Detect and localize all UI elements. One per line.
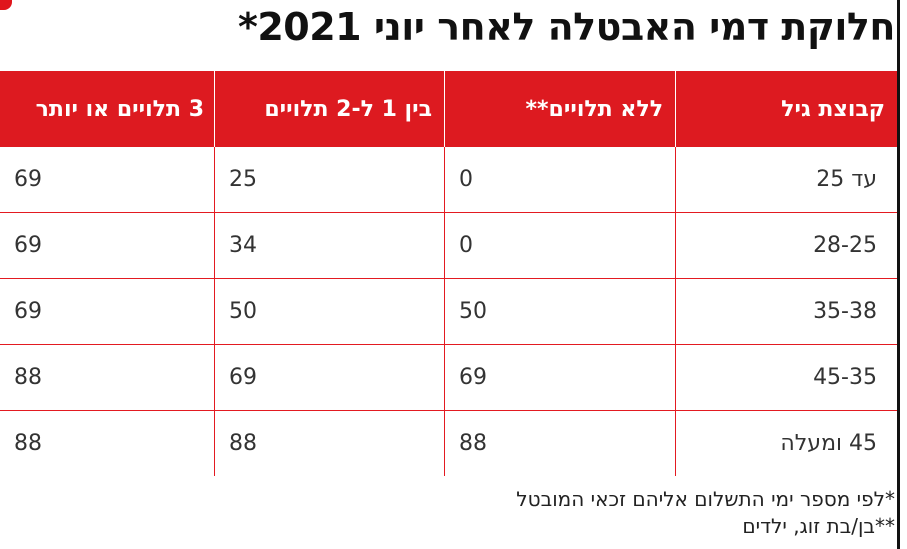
table-header-row: קבוצת גיל ללא תלויים** בין 1 ל-2 תלויים … bbox=[0, 71, 897, 147]
footnote-payment-days: *לפי מספר ימי התשלום אליהם זכאי המובטל bbox=[516, 487, 895, 511]
table-row: 28-25 0 34 69 bbox=[0, 213, 897, 279]
one-to-two-dependents-cell: 25 bbox=[214, 147, 444, 212]
age-group-cell: 35-38 bbox=[675, 279, 897, 344]
three-plus-dependents-cell: 69 bbox=[14, 167, 42, 192]
brand-dot-icon bbox=[0, 0, 12, 10]
three-plus-dependents-cell: 69 bbox=[14, 233, 42, 258]
age-group-cell: עד 25 bbox=[675, 147, 897, 212]
column-header-three-plus-dependents: 3 תלויים או יותר bbox=[35, 96, 204, 122]
age-group-cell: 28-25 bbox=[675, 213, 897, 278]
unemployment-table: קבוצת גיל ללא תלויים** בין 1 ל-2 תלויים … bbox=[0, 71, 897, 476]
one-to-two-dependents-cell: 69 bbox=[214, 345, 444, 410]
table-row: 35-38 50 50 69 bbox=[0, 279, 897, 345]
no-dependents-cell: 69 bbox=[444, 345, 675, 410]
age-group-cell: 45-35 bbox=[675, 345, 897, 410]
right-edge-rule bbox=[897, 0, 900, 549]
three-plus-dependents-cell: 88 bbox=[14, 365, 42, 390]
no-dependents-cell: 0 bbox=[444, 147, 675, 212]
one-to-two-dependents-cell: 88 bbox=[214, 411, 444, 476]
column-header-one-to-two-dependents: בין 1 ל-2 תלויים bbox=[214, 71, 444, 147]
no-dependents-cell: 0 bbox=[444, 213, 675, 278]
table-row: 45-35 69 69 88 bbox=[0, 345, 897, 411]
footnote-dependents: **בן/בת זוג, ילדים bbox=[742, 514, 895, 538]
table-row: 45 ומעלה 88 88 88 bbox=[0, 411, 897, 476]
column-header-no-dependents: ללא תלויים** bbox=[444, 71, 675, 147]
table-row: עד 25 0 25 69 bbox=[0, 147, 897, 213]
footnotes: *לפי מספר ימי התשלום אליהם זכאי המובטל *… bbox=[516, 486, 895, 540]
age-group-cell: 45 ומעלה bbox=[675, 411, 897, 476]
three-plus-dependents-cell: 69 bbox=[14, 299, 42, 324]
column-header-age-group: קבוצת גיל bbox=[675, 71, 897, 147]
one-to-two-dependents-cell: 50 bbox=[214, 279, 444, 344]
three-plus-dependents-cell: 88 bbox=[14, 431, 42, 456]
no-dependents-cell: 50 bbox=[444, 279, 675, 344]
no-dependents-cell: 88 bbox=[444, 411, 675, 476]
page-title: חלוקת דמי האבטלה לאחר יוני 2021* bbox=[237, 5, 896, 49]
one-to-two-dependents-cell: 34 bbox=[214, 213, 444, 278]
